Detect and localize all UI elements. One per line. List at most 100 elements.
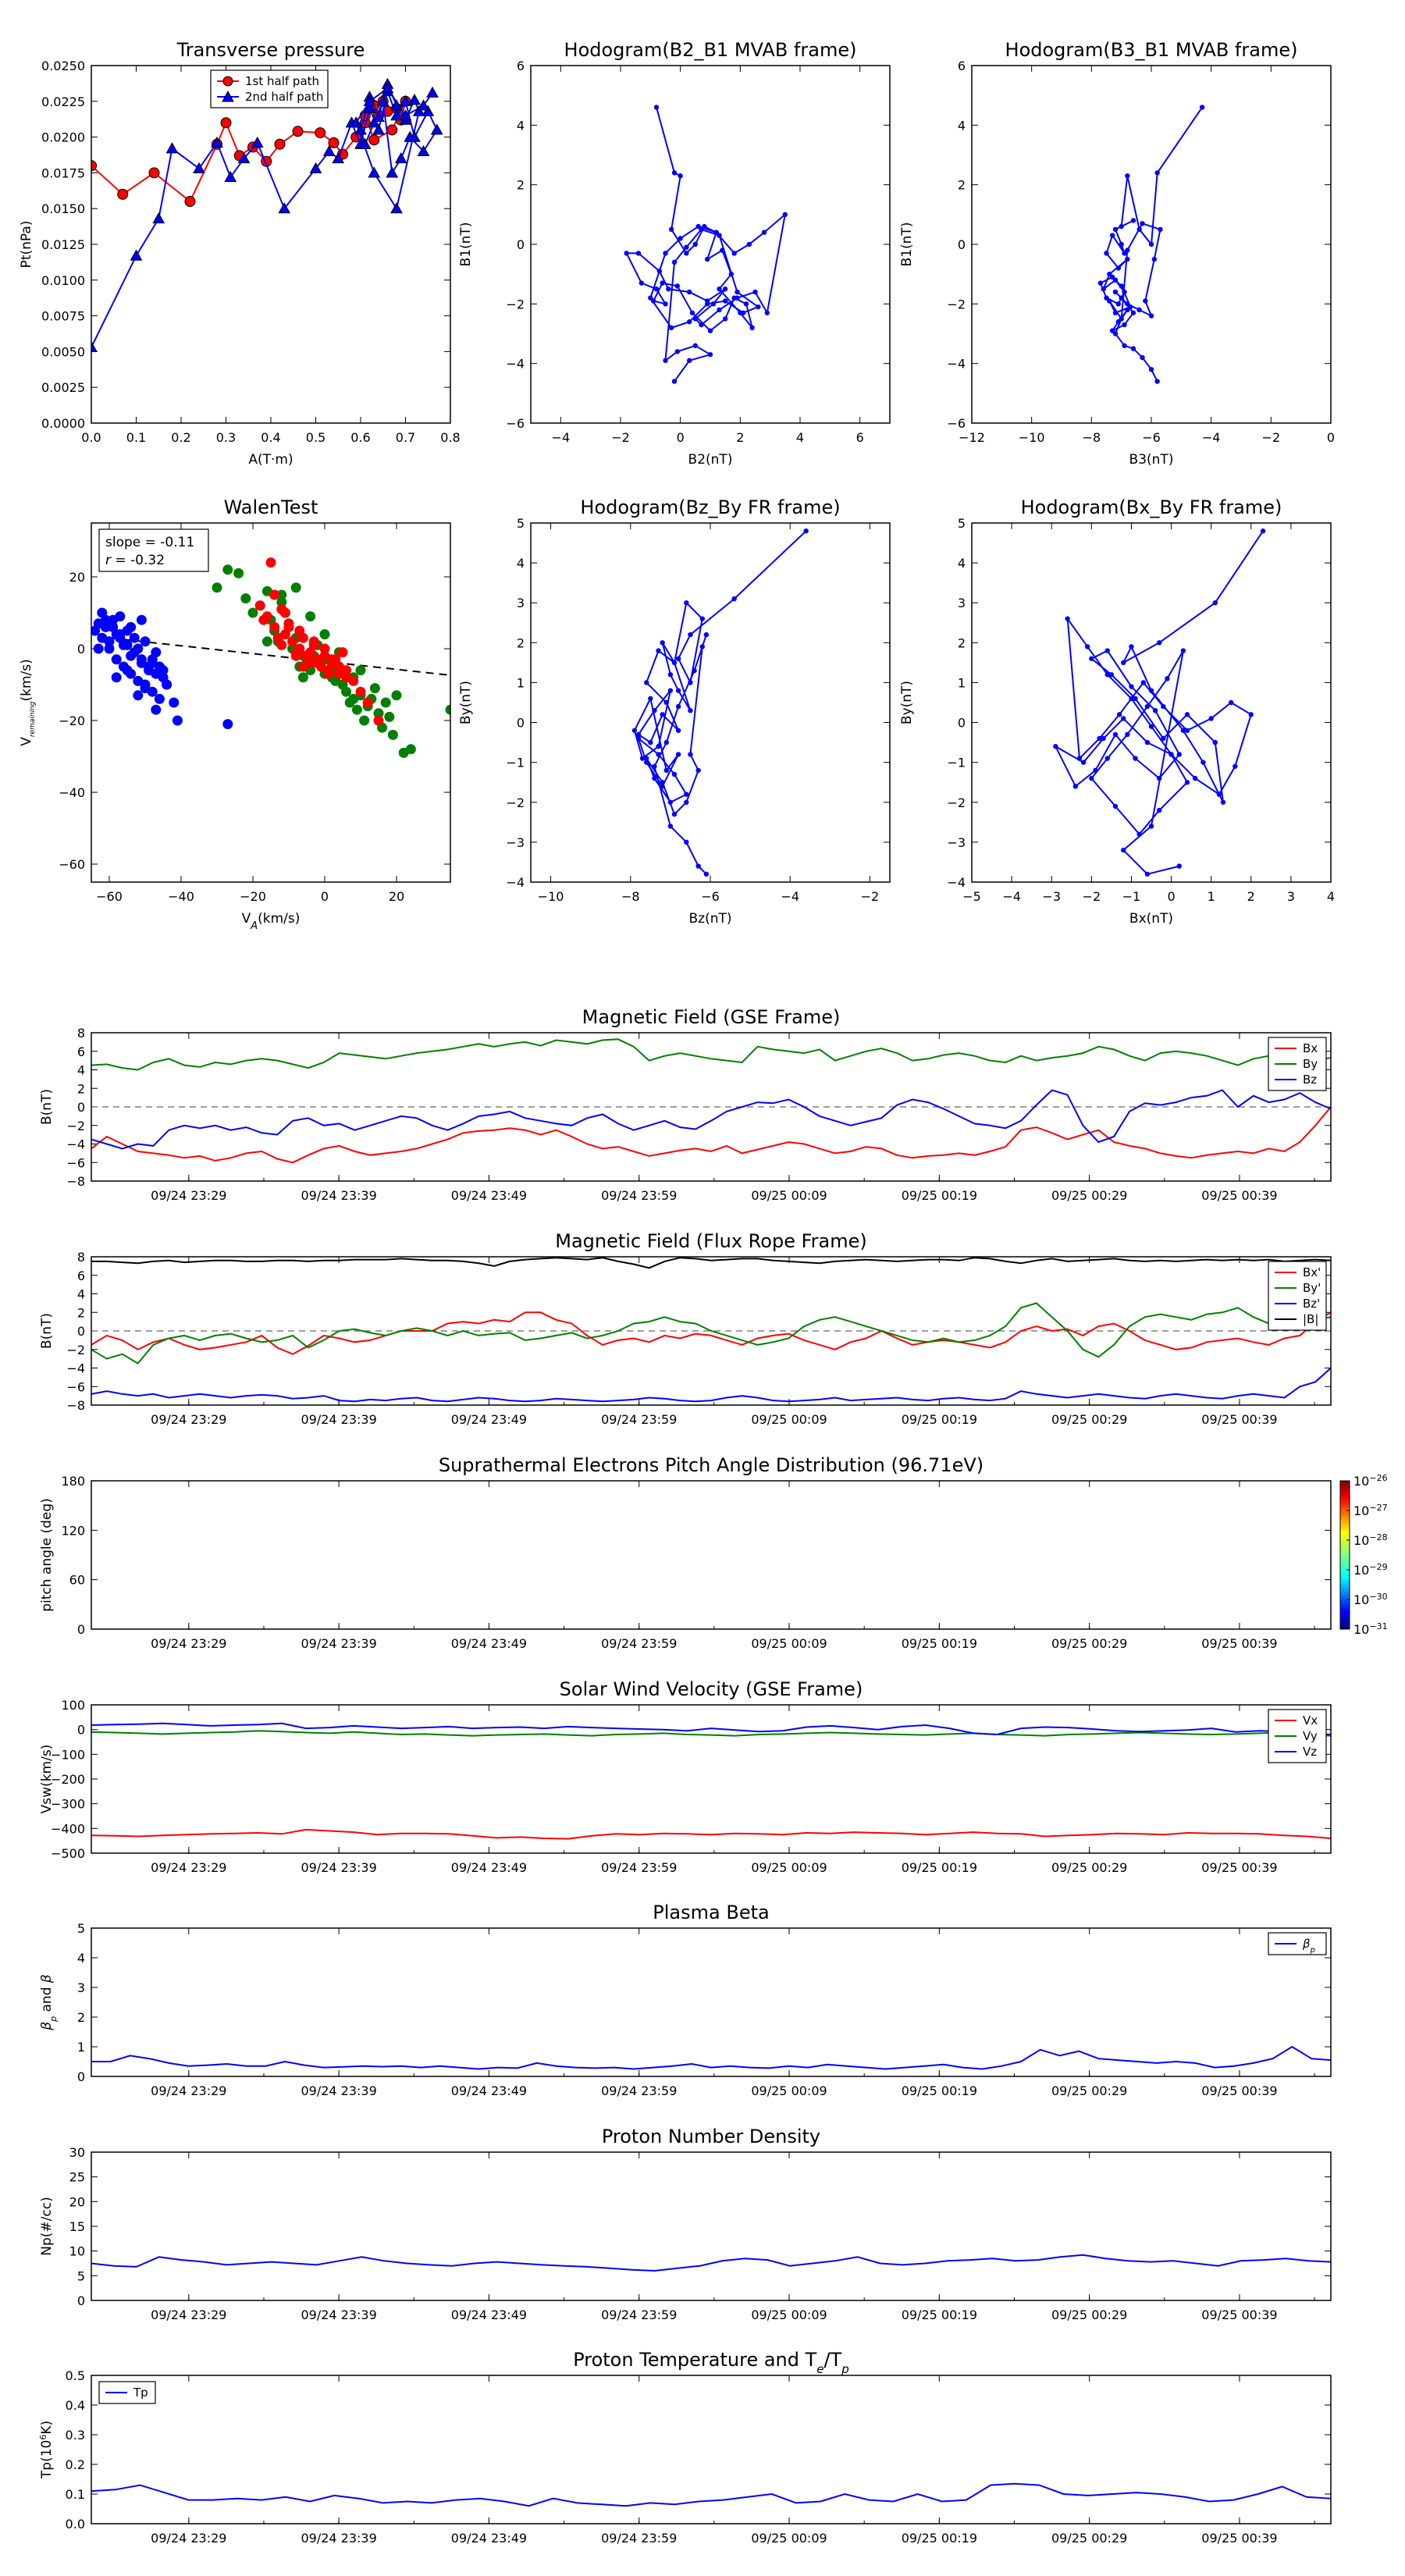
data-point (1158, 226, 1163, 233)
data-point (663, 301, 668, 307)
data-point (279, 607, 290, 618)
data-point (381, 82, 394, 94)
y-tick-label: −6 (947, 416, 966, 431)
y-tick-label: 0.0200 (41, 130, 85, 145)
data-point (319, 629, 330, 640)
data-point (1152, 708, 1158, 713)
legend-label: By (1303, 1057, 1318, 1071)
data-point (731, 251, 737, 256)
data-point (394, 152, 407, 164)
data-point (1116, 712, 1122, 717)
y-tick-label: −4 (506, 875, 525, 890)
legend-label: Tp (133, 2386, 148, 2400)
x-tick-label: 09/24 23:39 (301, 1636, 376, 1651)
axes-frame (91, 2375, 1332, 2524)
data-point (158, 665, 169, 676)
data-point (1119, 223, 1124, 229)
y-tick-label: 1 (77, 2040, 85, 2055)
data-point (653, 105, 660, 110)
data-point (1157, 640, 1162, 646)
data-point (140, 636, 151, 647)
data-point (1101, 735, 1106, 742)
data-point (111, 654, 122, 665)
chart-title: Proton Number Density (602, 2126, 820, 2147)
data-point (717, 307, 722, 313)
legend-label: Bz (1303, 1073, 1317, 1087)
data-point (399, 94, 412, 106)
data-point (1125, 173, 1130, 179)
legend-label: Bx' (1303, 1265, 1321, 1279)
x-tick-label: 0.7 (396, 430, 415, 445)
data-point (1112, 331, 1119, 336)
data-point (648, 739, 653, 745)
y-tick-label: −200 (51, 1772, 85, 1787)
data-point (678, 236, 683, 241)
data-point (1151, 256, 1158, 262)
data-point (684, 799, 689, 805)
y-tick-label: 8 (77, 1250, 85, 1265)
x-tick-label: −1 (1122, 889, 1141, 904)
data-point (372, 110, 385, 123)
series-2nd-half-path-line (91, 81, 438, 348)
series-Np-line (91, 2254, 1331, 2272)
data-point (355, 686, 366, 697)
y-tick-label: 0.0175 (41, 165, 85, 180)
data-point (1121, 847, 1126, 853)
data-point (717, 286, 722, 292)
x-tick-label: 09/24 23:39 (301, 2083, 376, 2098)
x-tick-label: 09/24 23:59 (601, 2531, 677, 2546)
x-tick-label: 09/25 00:29 (1051, 1188, 1127, 1203)
data-point (363, 101, 376, 114)
data-point (1097, 735, 1102, 742)
series--B--line (91, 1257, 1331, 1269)
series--p-line (91, 2045, 1331, 2070)
x-axis-label: B3(nT) (1129, 452, 1174, 468)
data-point (254, 600, 265, 611)
y-tick-label: −4 (506, 357, 525, 372)
data-point (752, 289, 758, 295)
data-point (684, 792, 689, 797)
data-point (699, 644, 705, 649)
x-tick-label: 09/25 00:19 (902, 2307, 977, 2322)
axes-frame (530, 522, 891, 883)
data-point (652, 763, 657, 769)
x-tick-label: 09/25 00:39 (1201, 1636, 1277, 1651)
data-point (1232, 763, 1238, 769)
y-tick-label: 5 (958, 516, 966, 531)
data-point (359, 715, 370, 726)
y-tick-label: 15 (69, 2219, 85, 2234)
x-tick-label: 09/25 00:39 (1201, 1860, 1277, 1875)
legend-label: Bz' (1303, 1297, 1320, 1311)
annotation-box (98, 528, 209, 572)
axes-frame (91, 1704, 1332, 1854)
x-tick-label: 09/24 23:29 (151, 2531, 226, 2546)
y-tick-label: 0 (517, 237, 525, 252)
data-point (108, 614, 119, 625)
x-tick-label: 09/25 00:39 (1201, 2531, 1277, 2546)
y-tick-label: 4 (77, 1951, 85, 1966)
data-point (684, 600, 689, 606)
data-point (717, 233, 722, 238)
y-axis-label: B1(nT) (899, 222, 915, 267)
data-point (193, 162, 205, 174)
y-tick-label: 4 (958, 556, 966, 571)
x-tick-label: 09/25 00:19 (902, 2083, 977, 2098)
x-tick-label: 3 (1287, 889, 1295, 904)
colorbar-label: 10−26 (1353, 1473, 1388, 1489)
x-tick-label: 09/24 23:59 (601, 1636, 677, 1651)
x-tick-label: 2 (1247, 889, 1255, 904)
series-Bz--line (91, 1367, 1331, 1403)
plot-area (91, 1722, 1331, 1840)
y-tick-label: 25 (69, 2170, 85, 2185)
data-point (675, 656, 681, 661)
data-point (445, 704, 450, 715)
x-tick-label: 09/25 00:09 (751, 2307, 827, 2322)
y-tick-label: 2 (77, 2010, 85, 2025)
chart-magnetic-field-fr: Magnetic Field (Flux Rope Frame) −8 −6 −4 −2… (39, 1230, 1332, 1427)
data-point (675, 703, 681, 710)
data-point (660, 780, 665, 785)
data-point (283, 621, 294, 632)
legend: Vx Vy Vz (1268, 1709, 1327, 1763)
data-point (1148, 241, 1154, 247)
data-point (1053, 744, 1058, 749)
